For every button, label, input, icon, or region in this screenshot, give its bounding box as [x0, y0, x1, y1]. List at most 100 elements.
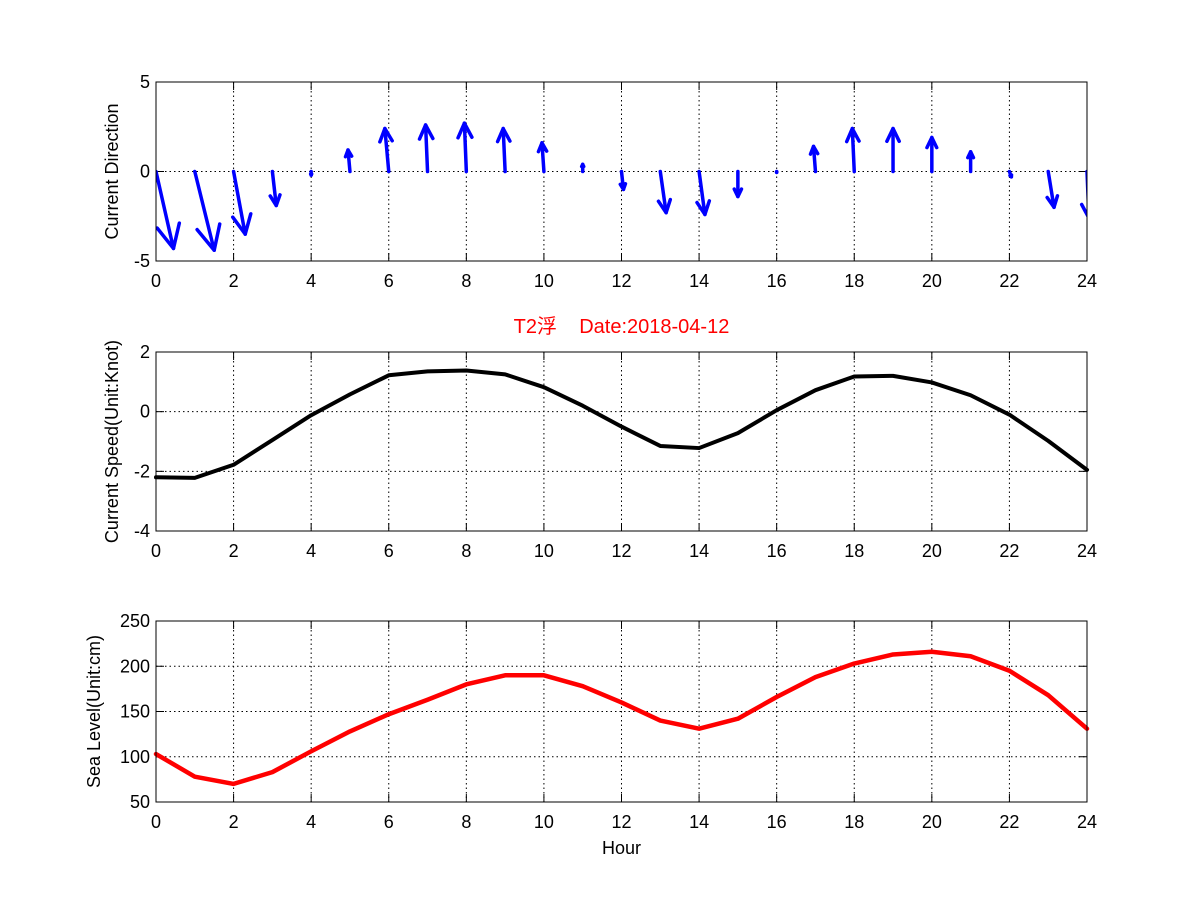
- direction-arrow: [308, 169, 314, 177]
- direction-arrow: [268, 169, 282, 208]
- direction-arrow: [417, 123, 435, 174]
- direction-arrow-shaft: [270, 169, 279, 208]
- direction-arrow: [1045, 169, 1060, 210]
- direction-arrow: [808, 144, 820, 174]
- direction-arrow-head: [925, 135, 939, 150]
- direction-arrow-head: [268, 193, 282, 208]
- current-direction-x-tick-label: 24: [1077, 271, 1097, 291]
- direction-arrow: [456, 121, 474, 174]
- direction-arrow: [378, 126, 394, 174]
- direction-arrow: [156, 169, 182, 251]
- sea-level-y-tick-label: 200: [120, 656, 150, 676]
- sea-level-x-tick-label: 0: [151, 812, 161, 832]
- current-speed-x-tick-label: 16: [767, 541, 787, 561]
- sea-level-x-tick-label: 8: [461, 812, 471, 832]
- sea-level-x-axis-label: Hour: [602, 838, 641, 858]
- sea-level-series-line: [153, 649, 1090, 787]
- current-speed-x-tick-label: 8: [461, 541, 471, 561]
- direction-arrow: [695, 169, 712, 217]
- current-direction-x-tick-label: 14: [689, 271, 709, 291]
- sea-level-x-tick-label: 20: [922, 812, 942, 832]
- direction-arrow-shaft: [850, 126, 856, 174]
- direction-arrow: [732, 169, 744, 199]
- direction-arrow-head: [378, 126, 394, 144]
- current-direction-x-tick-label: 8: [461, 271, 471, 291]
- direction-arrow-head: [1045, 194, 1060, 210]
- direction-arrow-head: [1008, 173, 1014, 179]
- direction-arrow-head: [195, 222, 222, 253]
- direction-arrow: [885, 126, 901, 174]
- direction-arrow-head: [966, 150, 976, 160]
- direction-arrow: [1007, 169, 1014, 179]
- current-direction-y-tick-label: 5: [140, 72, 150, 92]
- current-speed-x-tick-label: 4: [306, 541, 316, 561]
- direction-arrow-head: [695, 199, 712, 217]
- sea-level-y-axis-label: Sea Level(Unit:cm): [84, 635, 104, 788]
- sea-level-y-tick-label: 250: [120, 611, 150, 631]
- direction-arrow-head: [618, 182, 628, 192]
- direction-arrow: [579, 162, 586, 174]
- direction-arrow-head: [417, 123, 435, 141]
- sea-level-x-tick-label: 22: [999, 812, 1019, 832]
- current-speed-y-tick-label: 0: [140, 402, 150, 422]
- direction-arrow-shaft: [811, 144, 818, 174]
- direction-arrow-head: [656, 197, 673, 215]
- current-speed-y-tick-label: 2: [140, 342, 150, 362]
- current-speed-x-tick-label: 14: [689, 541, 709, 561]
- direction-arrow: [231, 169, 253, 236]
- sea-level-y-tick-label: 150: [120, 702, 150, 722]
- current-speed-x-tick-label: 20: [922, 541, 942, 561]
- direction-arrow: [844, 126, 861, 174]
- current-speed-x-tick-label: 24: [1077, 541, 1097, 561]
- current-direction-arrows: [156, 121, 1087, 253]
- direction-arrow-head: [536, 141, 549, 154]
- sea-level-x-tick-label: 16: [767, 812, 787, 832]
- current-direction-axes-frame: [155, 81, 1088, 262]
- direction-arrow-shaft: [501, 126, 507, 174]
- direction-arrow-head: [808, 144, 820, 156]
- current-direction-x-tick-label: 12: [611, 271, 631, 291]
- current-speed-plot-area: [156, 352, 1087, 531]
- direction-arrow-shaft: [383, 126, 391, 174]
- direction-arrow-shaft: [231, 169, 247, 236]
- current-direction-x-tick-label: 4: [306, 271, 316, 291]
- direction-arrow-shaft: [697, 169, 707, 217]
- current-speed-x-tick-label: 22: [999, 541, 1019, 561]
- current-speed-x-tick-label: 6: [384, 541, 394, 561]
- current-speed-title: T2浮 Date:2018-04-12: [514, 315, 730, 338]
- sea-level-x-tick-label: 12: [611, 812, 631, 832]
- direction-arrow: [536, 141, 549, 174]
- direction-arrow-head: [456, 121, 474, 140]
- direction-arrow: [925, 135, 939, 174]
- current-direction-y-axis-label: Current Direction: [102, 103, 122, 239]
- current-speed-y-tick-label: -4: [134, 521, 150, 541]
- direction-arrow: [495, 126, 512, 174]
- direction-arrow-head: [156, 221, 182, 251]
- current-speed-x-tick-label: 0: [151, 541, 161, 561]
- sea-level-x-tick-label: 18: [844, 812, 864, 832]
- current-speed-y-tick-label: -2: [134, 461, 150, 481]
- current-direction-x-tick-label: 10: [534, 271, 554, 291]
- current-direction-x-tick-label: 20: [922, 271, 942, 291]
- direction-arrow: [1079, 169, 1087, 219]
- current-speed-y-axis-label: Current Speed(Unit:Knot): [102, 340, 122, 543]
- current-direction-x-tick-label: 0: [151, 271, 161, 291]
- current-direction-x-tick-label: 2: [229, 271, 239, 291]
- direction-arrow-head: [579, 162, 586, 169]
- sea-level-x-tick-label: 24: [1077, 812, 1097, 832]
- current-direction-x-tick-label: 22: [999, 271, 1019, 291]
- direction-arrow-head: [231, 212, 253, 236]
- direction-arrow-head: [308, 172, 314, 177]
- direction-arrow-shaft: [540, 141, 546, 174]
- direction-arrow: [193, 169, 222, 253]
- sea-level-y-tick-label: 100: [120, 747, 150, 767]
- direction-arrow-shaft: [423, 123, 430, 174]
- current-direction-x-tick-label: 16: [767, 271, 787, 291]
- direction-arrow: [343, 148, 354, 174]
- direction-arrow-shaft: [1046, 169, 1056, 210]
- direction-arrow-shaft: [156, 169, 176, 251]
- sea-level-x-tick-label: 6: [384, 812, 394, 832]
